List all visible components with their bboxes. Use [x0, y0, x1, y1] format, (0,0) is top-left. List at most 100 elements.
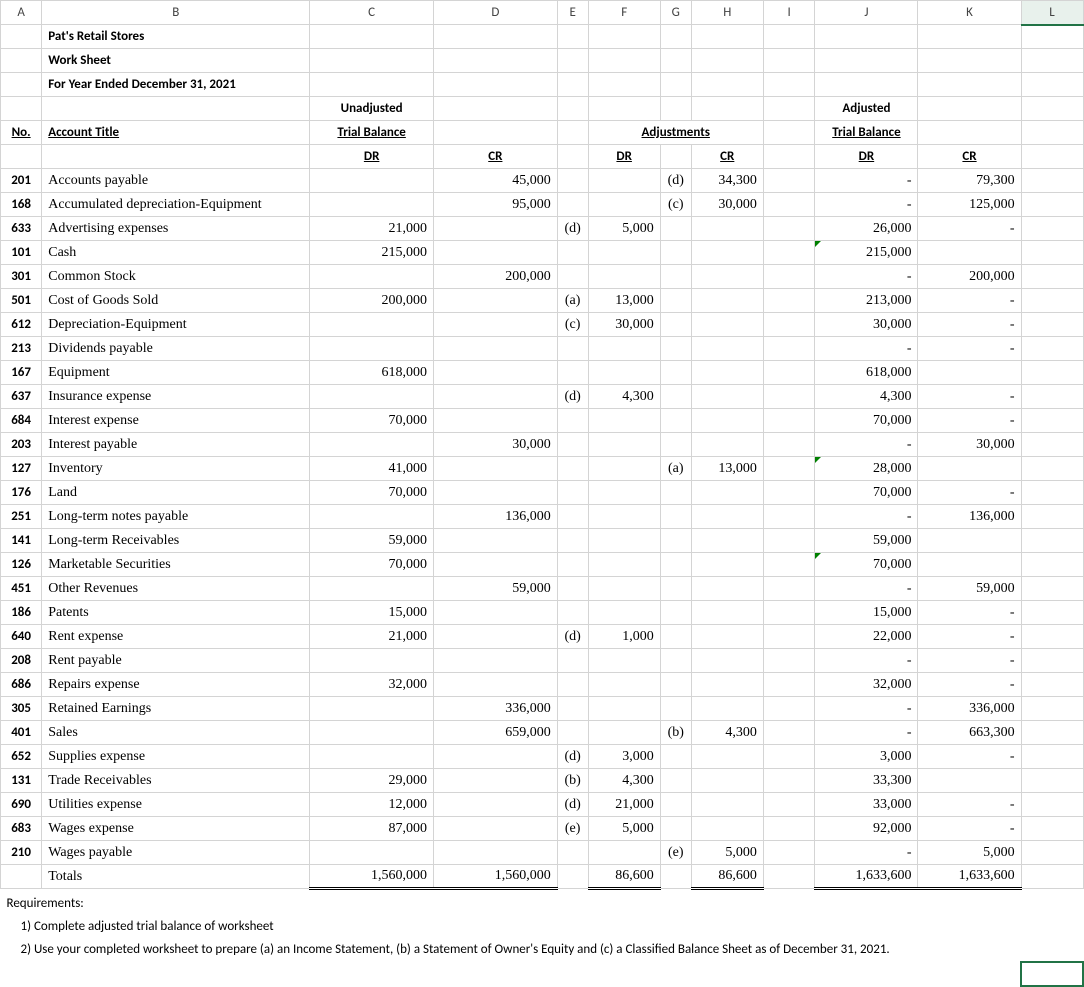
row-adj-ref-dr[interactable]: (d) [557, 793, 588, 817]
row-adj-cr[interactable] [691, 625, 763, 649]
row-atb-dr[interactable]: - [815, 169, 918, 193]
row-atb-cr[interactable]: - [918, 673, 1021, 697]
row-adj-ref-cr[interactable] [660, 241, 691, 265]
row-adj-dr[interactable] [588, 649, 660, 673]
row-adj-dr[interactable] [588, 169, 660, 193]
row-adj-ref-dr[interactable] [557, 601, 588, 625]
row-adj-cr[interactable]: 4,300 [691, 721, 763, 745]
row-utb-dr[interactable]: 29,000 [310, 769, 434, 793]
row-adj-ref-cr[interactable]: (b) [660, 721, 691, 745]
row-utb-dr[interactable] [310, 649, 434, 673]
row-empty[interactable] [1021, 385, 1083, 409]
row-adj-dr[interactable] [588, 721, 660, 745]
row-adj-ref-cr[interactable] [660, 529, 691, 553]
row-utb-dr[interactable]: 87,000 [310, 817, 434, 841]
row-atb-cr[interactable]: - [918, 649, 1021, 673]
row-atb-cr[interactable] [918, 529, 1021, 553]
row-atb-dr[interactable]: - [815, 649, 918, 673]
row-empty[interactable] [1021, 841, 1083, 865]
row-adj-dr[interactable] [588, 337, 660, 361]
row-adj-ref-cr[interactable]: (e) [660, 841, 691, 865]
row-empty[interactable] [1021, 769, 1083, 793]
row-atb-dr[interactable]: - [815, 505, 918, 529]
row-adj-cr[interactable] [691, 505, 763, 529]
row-utb-dr[interactable] [310, 505, 434, 529]
row-empty[interactable] [1021, 433, 1083, 457]
row-adj-ref-cr[interactable] [660, 433, 691, 457]
row-atb-dr[interactable]: - [815, 577, 918, 601]
row-atb-dr[interactable]: 70,000 [815, 481, 918, 505]
row-utb-dr[interactable] [310, 265, 434, 289]
row-atb-dr[interactable]: 70,000 [815, 553, 918, 577]
col-J[interactable]: J [815, 1, 918, 25]
row-utb-dr[interactable]: 215,000 [310, 241, 434, 265]
row-utb-cr[interactable] [433, 649, 557, 673]
row-adj-cr[interactable] [691, 289, 763, 313]
row-atb-cr[interactable] [918, 361, 1021, 385]
row-atb-cr[interactable]: 79,300 [918, 169, 1021, 193]
row-atb-dr[interactable]: 26,000 [815, 217, 918, 241]
row-adj-dr[interactable] [588, 505, 660, 529]
row-atb-cr[interactable] [918, 553, 1021, 577]
row-atb-dr[interactable]: 30,000 [815, 313, 918, 337]
row-atb-cr[interactable]: - [918, 601, 1021, 625]
row-adj-ref-dr[interactable]: (d) [557, 217, 588, 241]
row-adj-ref-cr[interactable] [660, 505, 691, 529]
row-utb-cr[interactable]: 136,000 [433, 505, 557, 529]
row-adj-ref-dr[interactable]: (b) [557, 769, 588, 793]
row-adj-cr[interactable] [691, 385, 763, 409]
row-adj-dr[interactable] [588, 529, 660, 553]
row-atb-dr[interactable]: 15,000 [815, 601, 918, 625]
row-utb-dr[interactable]: 32,000 [310, 673, 434, 697]
row-atb-cr[interactable]: - [918, 313, 1021, 337]
col-D[interactable]: D [433, 1, 557, 25]
row-empty[interactable] [1021, 313, 1083, 337]
row-empty[interactable] [1021, 673, 1083, 697]
row-utb-cr[interactable] [433, 241, 557, 265]
row-utb-cr[interactable]: 45,000 [433, 169, 557, 193]
row-empty[interactable] [1021, 409, 1083, 433]
row-atb-cr[interactable]: 30,000 [918, 433, 1021, 457]
col-E[interactable]: E [557, 1, 588, 25]
row-atb-dr[interactable]: - [815, 337, 918, 361]
row-adj-ref-dr[interactable]: (d) [557, 385, 588, 409]
col-G[interactable]: G [660, 1, 691, 25]
row-atb-dr[interactable]: 70,000 [815, 409, 918, 433]
row-utb-cr[interactable] [433, 361, 557, 385]
row-utb-dr[interactable] [310, 721, 434, 745]
row-adj-dr[interactable]: 3,000 [588, 745, 660, 769]
row-adj-ref-cr[interactable] [660, 265, 691, 289]
row-atb-dr[interactable]: 213,000 [815, 289, 918, 313]
row-empty[interactable] [1021, 649, 1083, 673]
row-adj-cr[interactable] [691, 409, 763, 433]
row-adj-cr[interactable] [691, 697, 763, 721]
row-utb-cr[interactable] [433, 337, 557, 361]
row-utb-dr[interactable] [310, 193, 434, 217]
row-adj-dr[interactable] [588, 457, 660, 481]
row-utb-cr[interactable]: 95,000 [433, 193, 557, 217]
row-adj-ref-dr[interactable] [557, 409, 588, 433]
row-atb-dr[interactable]: 33,000 [815, 793, 918, 817]
row-atb-dr[interactable]: - [815, 697, 918, 721]
row-utb-cr[interactable] [433, 457, 557, 481]
row-adj-ref-cr[interactable] [660, 481, 691, 505]
row-empty[interactable] [1021, 337, 1083, 361]
row-adj-dr[interactable]: 1,000 [588, 625, 660, 649]
row-atb-cr[interactable]: 200,000 [918, 265, 1021, 289]
row-adj-ref-cr[interactable]: (a) [660, 457, 691, 481]
row-adj-ref-cr[interactable] [660, 817, 691, 841]
row-adj-ref-cr[interactable] [660, 361, 691, 385]
row-utb-dr[interactable] [310, 169, 434, 193]
row-utb-cr[interactable]: 59,000 [433, 577, 557, 601]
row-utb-cr[interactable] [433, 769, 557, 793]
row-adj-ref-cr[interactable] [660, 673, 691, 697]
row-adj-cr[interactable] [691, 337, 763, 361]
row-adj-cr[interactable]: 34,300 [691, 169, 763, 193]
row-adj-ref-dr[interactable] [557, 649, 588, 673]
row-adj-dr[interactable]: 4,300 [588, 769, 660, 793]
row-utb-dr[interactable] [310, 697, 434, 721]
row-atb-cr[interactable]: - [918, 337, 1021, 361]
row-atb-dr[interactable]: 28,000 [815, 457, 918, 481]
row-adj-ref-cr[interactable] [660, 577, 691, 601]
row-adj-dr[interactable] [588, 553, 660, 577]
